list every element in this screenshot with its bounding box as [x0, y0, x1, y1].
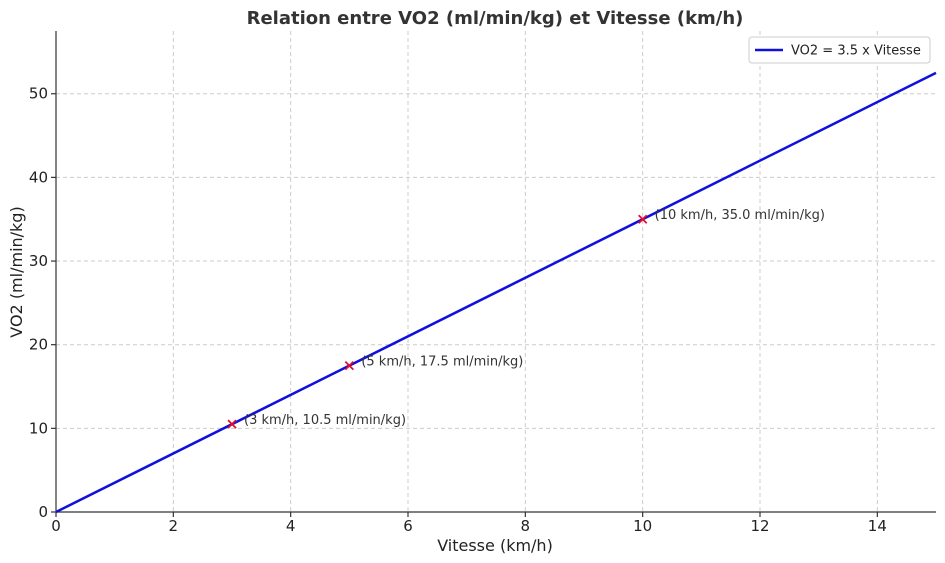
x-tick-label: 6 [403, 517, 413, 535]
x-tick-label: 4 [286, 517, 296, 535]
series-line [55, 71, 937, 514]
y-tick-label: 20 [29, 336, 48, 354]
axes [51, 31, 936, 517]
data-point-annotation: (3 km/h, 10.5 ml/min/kg) [244, 413, 406, 428]
chart-title: Relation entre VO2 (ml/min/kg) et Vitess… [247, 8, 744, 29]
legend-entry-label: VO2 = 3.5 x Vitesse [791, 44, 921, 59]
x-axis-label: Vitesse (km/h) [437, 536, 553, 555]
x-tick-label: 14 [868, 517, 887, 535]
x-tick-label: 10 [633, 517, 652, 535]
x-tick-label: 2 [169, 517, 179, 535]
data-point-marker [344, 360, 354, 371]
tick-labels: 0 2 4 6 8 10 12 14 0 10 20 30 40 50 [29, 85, 887, 535]
series-layer [55, 71, 937, 514]
y-tick-label: 30 [29, 252, 48, 270]
y-tick-label: 0 [38, 503, 48, 521]
y-axis-label: VO2 (ml/min/kg) [7, 206, 26, 337]
legend: VO2 = 3.5 x Vitesse [748, 36, 931, 64]
y-tick-label: 40 [29, 168, 48, 186]
data-point-annotation: (5 km/h, 17.5 ml/min/kg) [361, 355, 523, 370]
data-point-annotation: (10 km/h, 35.0 ml/min/kg) [655, 208, 825, 223]
marker-stroke [344, 360, 354, 371]
x-tick-label: 12 [750, 517, 769, 535]
grid-lines [56, 31, 936, 512]
y-tick-label: 50 [29, 85, 48, 103]
data-point-marker [227, 419, 237, 429]
x-tick-label: 0 [51, 517, 61, 535]
y-tick-label: 10 [29, 419, 48, 437]
x-tick-label: 8 [521, 517, 531, 535]
data-point-marker [638, 214, 648, 224]
marker-stroke [227, 419, 237, 429]
legend-box [748, 36, 931, 64]
marker-stroke [638, 214, 648, 224]
points-layer: (3 km/h, 10.5 ml/min/kg) (5 km/h, 17.5 ml… [227, 208, 825, 429]
